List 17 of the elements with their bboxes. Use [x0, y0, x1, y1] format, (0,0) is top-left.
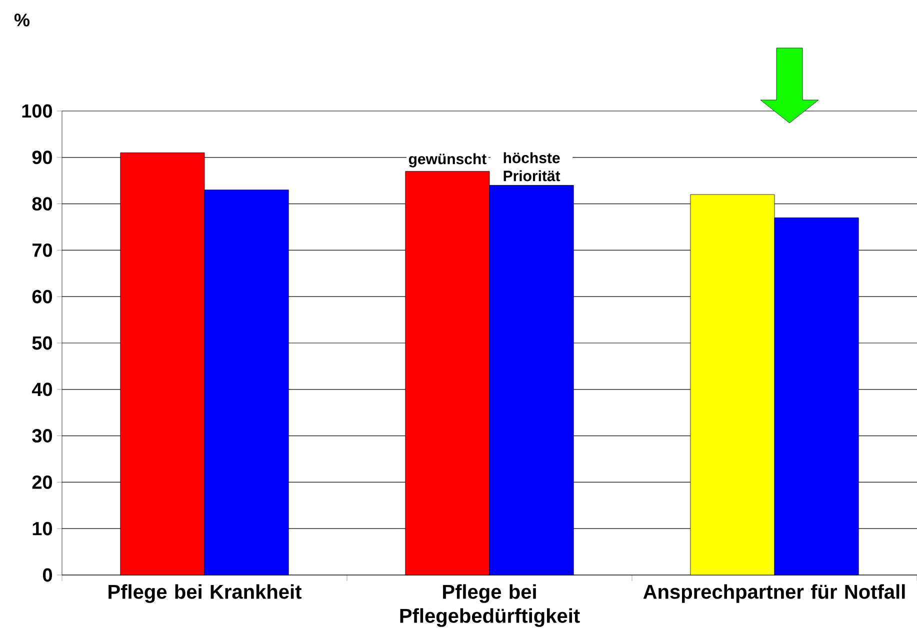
series-label: höchste Priorität — [504, 152, 560, 182]
y-tick-label: 50 — [32, 336, 52, 350]
y-tick-label: 20 — [32, 475, 52, 489]
y-tick-label: 70 — [32, 243, 52, 257]
y-tick-label: 100 — [22, 104, 52, 118]
y-tick-label: 60 — [32, 290, 52, 304]
y-tick-label: 0 — [42, 568, 52, 582]
y-tick-label: 30 — [32, 429, 52, 443]
x-tick-label: Pflege bei Krankheit — [108, 584, 302, 603]
y-tick-label: 90 — [32, 150, 52, 164]
series-label: gewünscht — [408, 153, 486, 168]
y-tick-label: 40 — [32, 382, 52, 396]
y-tick-label: 10 — [32, 522, 52, 536]
y-tick-label: 80 — [32, 197, 52, 211]
x-tick-label: Ansprechpartner für Notfall — [643, 584, 905, 603]
text: % — [14, 14, 30, 26]
x-tick-label: Pflege bei Pflegebedürftigkeit — [400, 584, 580, 627]
